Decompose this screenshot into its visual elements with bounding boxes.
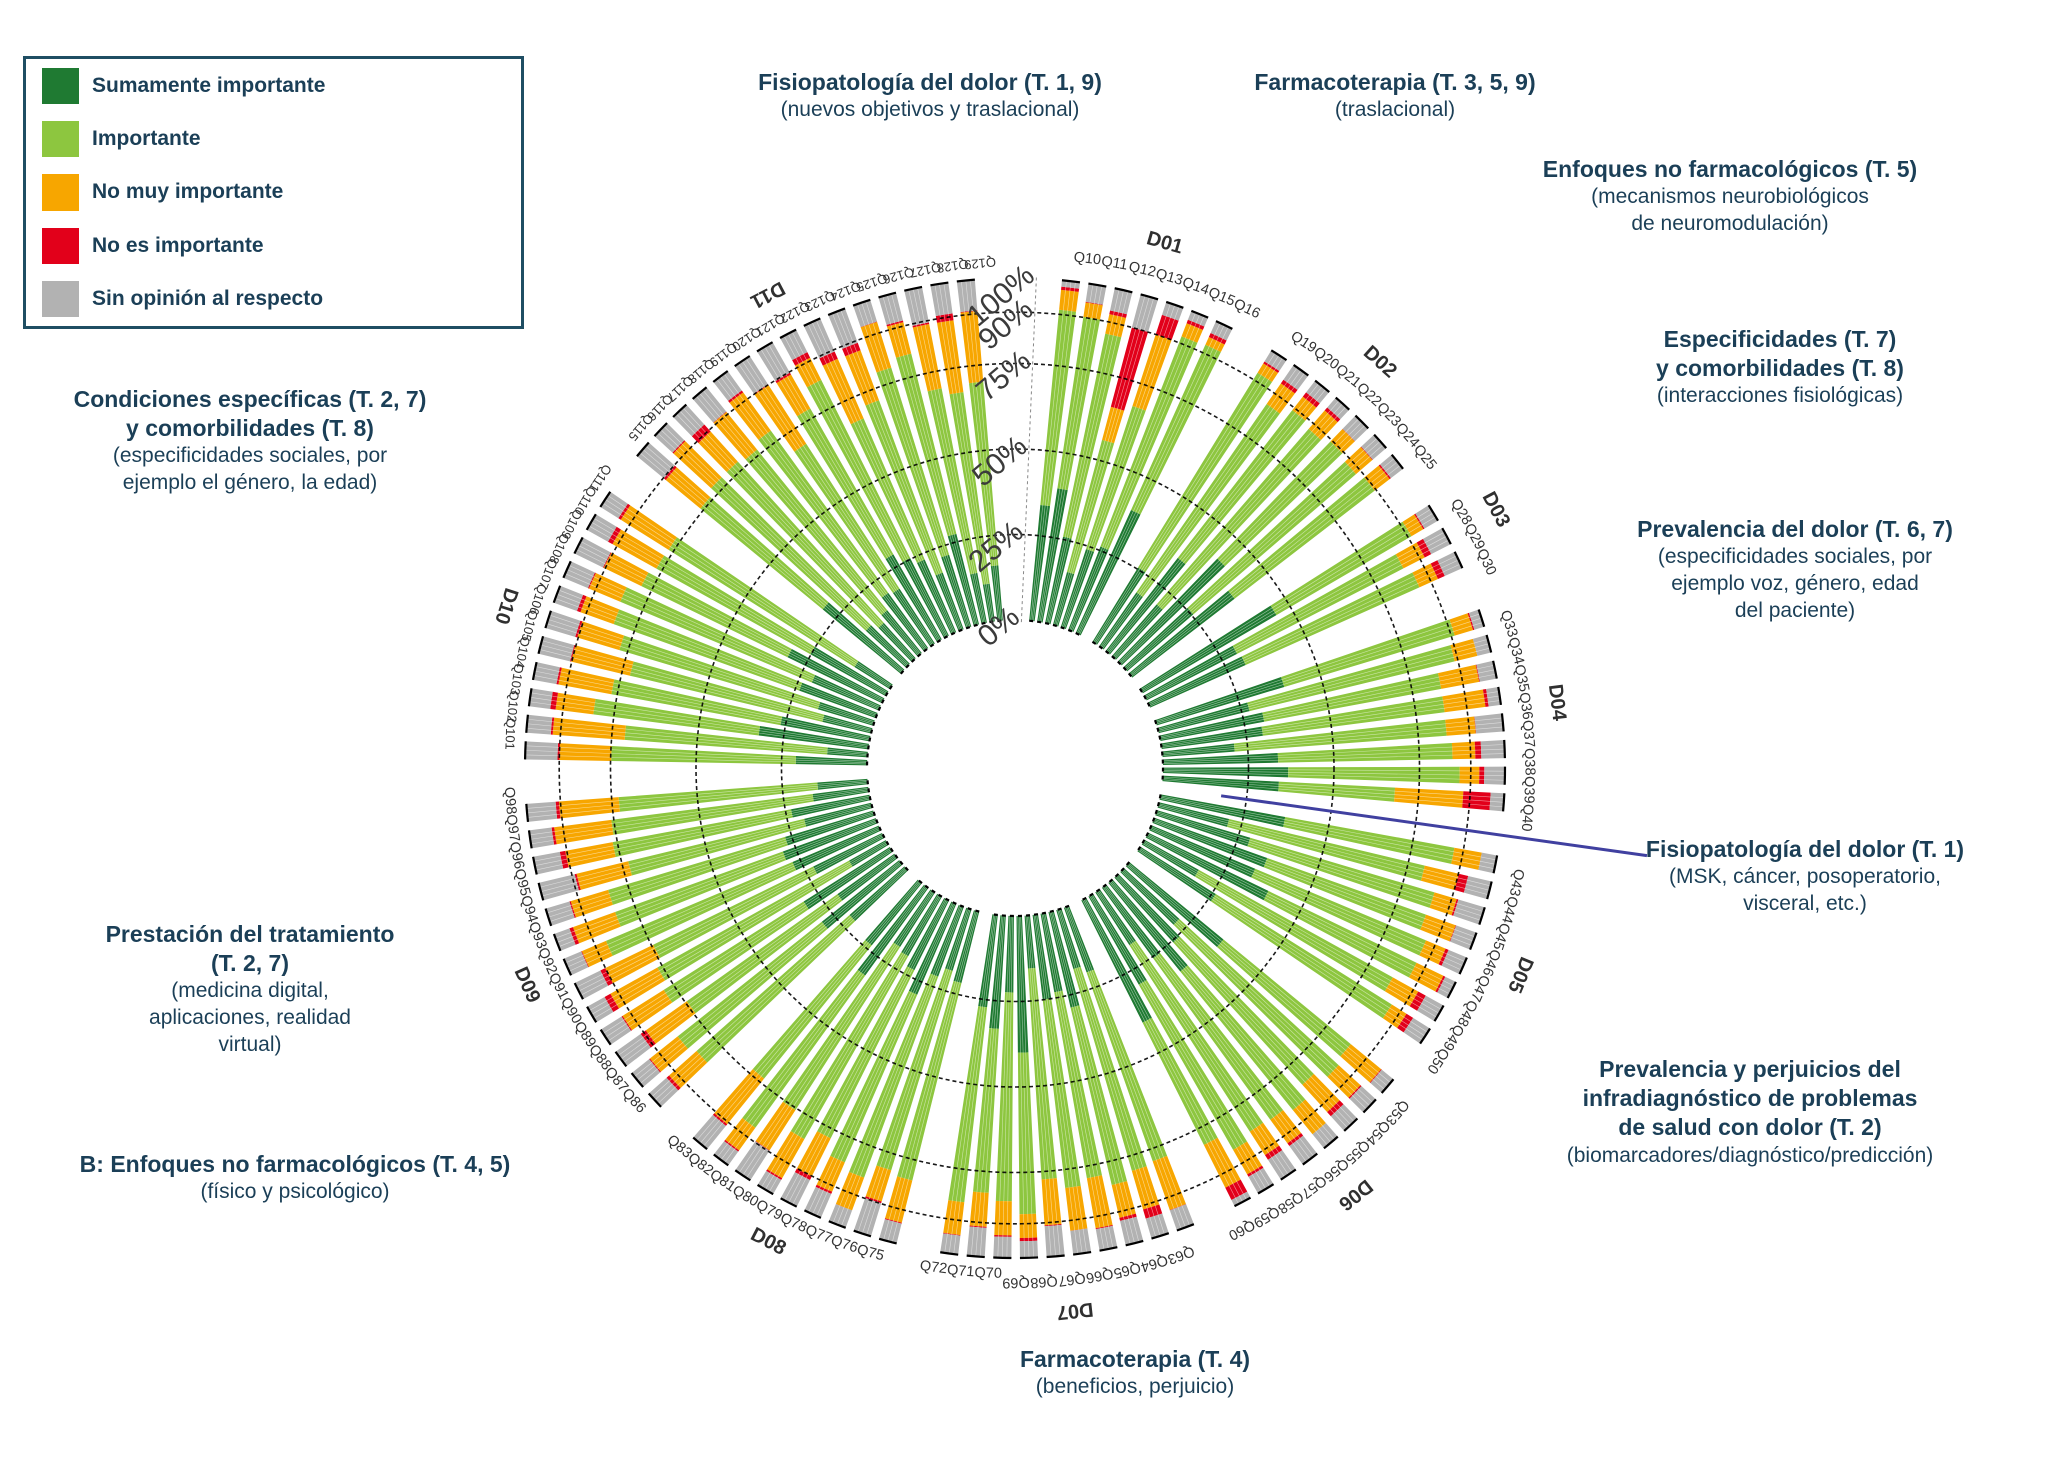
svg-text:Q98: Q98: [501, 786, 519, 815]
svg-text:Q96: Q96: [506, 840, 527, 870]
svg-text:Q60: Q60: [1226, 1216, 1258, 1243]
svg-text:Q129: Q129: [964, 254, 997, 272]
svg-text:Q72: Q72: [919, 1258, 948, 1278]
svg-text:Q43: Q43: [1506, 867, 1527, 897]
svg-text:Q77: Q77: [803, 1222, 834, 1247]
svg-text:D05: D05: [1503, 954, 1537, 996]
svg-text:Q11: Q11: [1100, 253, 1129, 273]
svg-text:Q33: Q33: [1497, 608, 1521, 639]
svg-text:Q66: Q66: [1085, 1265, 1115, 1286]
svg-text:Q13: Q13: [1154, 266, 1185, 289]
svg-text:Q30: Q30: [1473, 546, 1499, 578]
svg-text:Q69: Q69: [1002, 1274, 1030, 1291]
svg-text:Q94: Q94: [517, 894, 541, 925]
svg-text:Q16: Q16: [1231, 296, 1263, 322]
svg-text:Q68: Q68: [1030, 1272, 1059, 1290]
svg-text:D08: D08: [747, 1223, 790, 1259]
svg-text:Q95: Q95: [511, 867, 533, 898]
svg-text:Q44: Q44: [1498, 894, 1520, 925]
svg-text:Q45: Q45: [1489, 921, 1513, 952]
svg-text:Q38: Q38: [1521, 748, 1538, 776]
svg-text:Q64: Q64: [1139, 1251, 1170, 1274]
svg-text:Q63: Q63: [1165, 1242, 1196, 1267]
svg-text:Q39: Q39: [1521, 776, 1537, 804]
svg-text:Q97: Q97: [502, 813, 522, 842]
svg-text:Q76: Q76: [829, 1233, 860, 1257]
svg-text:D03: D03: [1478, 488, 1515, 531]
svg-text:D11: D11: [747, 277, 789, 313]
svg-text:Q67: Q67: [1057, 1269, 1086, 1289]
svg-text:D07: D07: [1056, 1298, 1095, 1324]
svg-text:Q71: Q71: [946, 1262, 975, 1280]
svg-text:Q75: Q75: [855, 1242, 886, 1265]
svg-text:Q93: Q93: [525, 920, 550, 951]
svg-text:Q40: Q40: [1518, 803, 1536, 831]
svg-text:Q65: Q65: [1112, 1259, 1142, 1281]
svg-text:Q10: Q10: [1073, 249, 1102, 268]
svg-text:Q37: Q37: [1519, 719, 1537, 748]
svg-text:Q35: Q35: [1511, 663, 1532, 693]
svg-text:Q70: Q70: [974, 1265, 1002, 1282]
svg-text:D06: D06: [1334, 1175, 1376, 1215]
svg-text:Q36: Q36: [1516, 691, 1536, 720]
svg-text:D10: D10: [490, 585, 522, 627]
svg-text:D02: D02: [1359, 341, 1401, 382]
svg-text:D09: D09: [510, 964, 545, 1006]
svg-text:Q34: Q34: [1504, 636, 1526, 667]
svg-text:D04: D04: [1544, 683, 1570, 723]
svg-text:D01: D01: [1144, 227, 1185, 258]
svg-text:Q14: Q14: [1180, 275, 1211, 299]
svg-text:Q12: Q12: [1127, 259, 1157, 281]
